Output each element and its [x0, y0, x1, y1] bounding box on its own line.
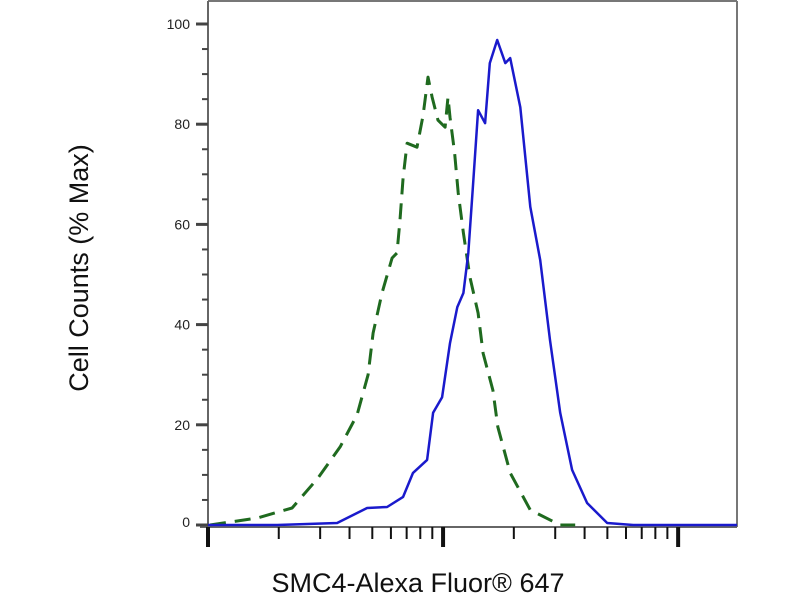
y-tick-label: 60: [174, 216, 190, 232]
y-axis-title: Cell Counts (% Max): [64, 144, 94, 392]
series-layer: [208, 38, 737, 527]
y-tick-label: 40: [174, 317, 190, 333]
y-tick-label: 80: [174, 116, 190, 132]
axes: 0 20 40 60 80 100: [167, 0, 738, 547]
y-tick-label: 0: [182, 514, 190, 530]
smc4-histogram-line: [208, 38, 737, 527]
y-tick-label: 20: [174, 417, 190, 433]
x-axis-title: SMC4-Alexa Fluor® 647: [271, 568, 564, 598]
y-tick-label: 100: [167, 16, 191, 32]
control-histogram-line: [209, 75, 576, 527]
